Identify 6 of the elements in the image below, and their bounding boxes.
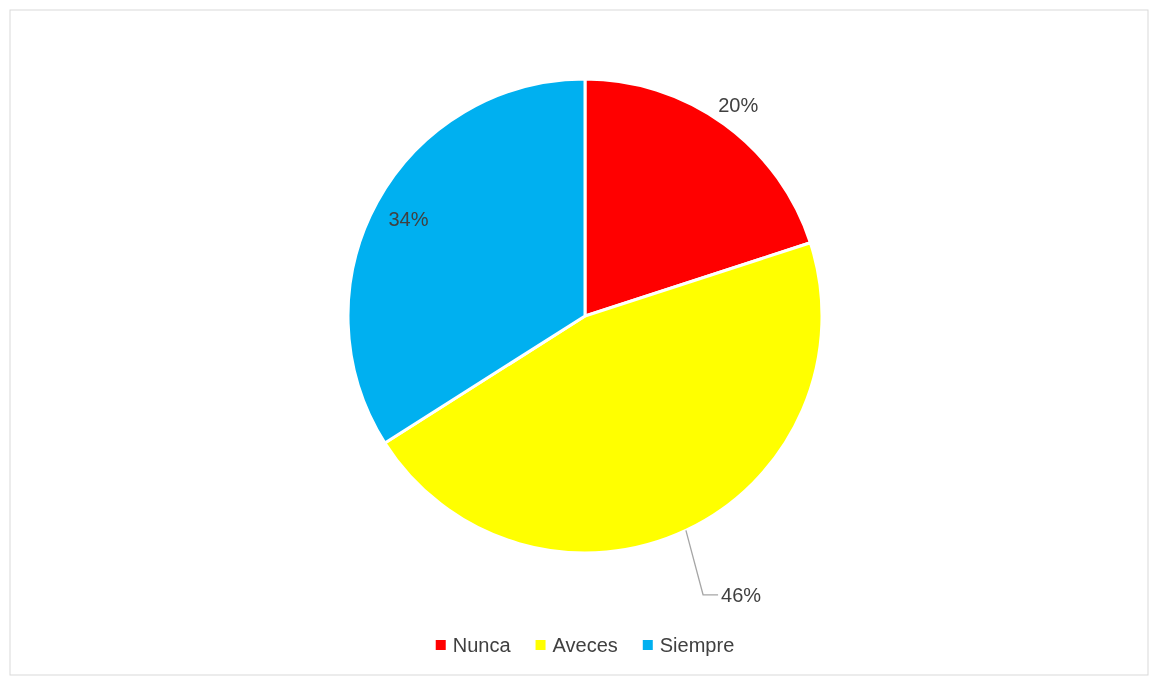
data-label: 20% [718,94,759,117]
legend-label: Siempre [659,634,735,656]
data-label: 46% [721,583,762,606]
data-label: 34% [388,207,429,230]
legend-label: Nunca [452,634,512,656]
legend-label: Aveces [552,634,618,656]
